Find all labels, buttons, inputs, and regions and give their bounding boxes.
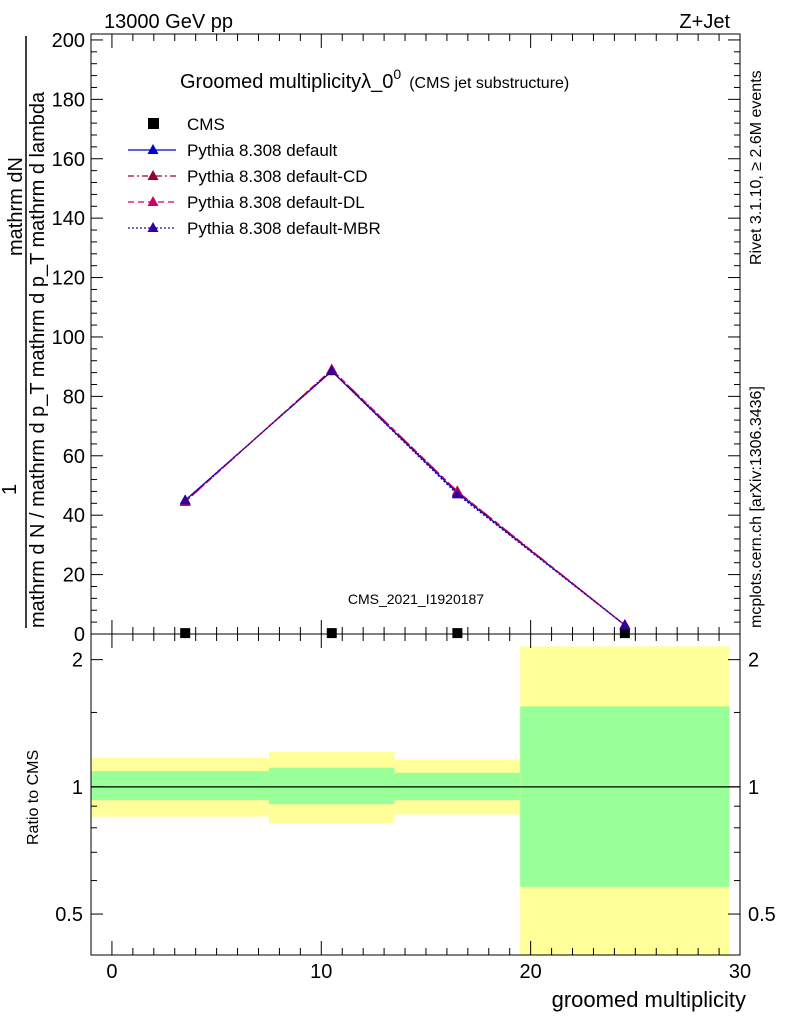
main-y-tick-label: 160 xyxy=(52,149,85,171)
ylabel-denominator: mathrm d N / mathrm d p_T mathrm d p_T m… xyxy=(27,91,49,628)
ratio-y-axis-label: Ratio to CMS xyxy=(25,750,42,845)
x-axis-label: groomed multiplicity xyxy=(552,987,746,1012)
main-y-tick-label: 20 xyxy=(63,565,85,587)
x-tick-label: 10 xyxy=(310,961,332,983)
series-line-2 xyxy=(184,368,626,626)
cms-data-marker xyxy=(452,628,463,639)
ratio-y-tick-label-right: 2 xyxy=(748,650,759,672)
main-plot-content xyxy=(179,363,631,639)
main-y-tick-label: 120 xyxy=(52,268,85,290)
legend-marker xyxy=(147,170,159,180)
main-y-tick-label: 180 xyxy=(52,89,85,111)
plot-title-main: Groomed multiplicityλ_0 xyxy=(180,71,393,93)
inner-uncertainty-band xyxy=(520,706,730,887)
ratio-y-tick-label-right: 0.5 xyxy=(748,904,776,926)
ratio-x-axis: 0 10 20 30 xyxy=(106,634,751,983)
ratio-y-tick-label: 1 xyxy=(72,777,83,799)
plot-title: Groomed multiplicityλ_00 (CMS jet substru… xyxy=(180,66,569,93)
legend-label: Pythia 8.308 default xyxy=(187,141,338,160)
rivet-label: Rivet 3.1.10, ≥ 2.6M events xyxy=(748,70,765,265)
x-tick-label: 0 xyxy=(106,961,117,983)
legend-marker xyxy=(147,196,159,206)
main-y-tick-label: 100 xyxy=(52,327,85,349)
main-y-tick-label: 40 xyxy=(63,505,85,527)
legend: CMS Pythia 8.308 default Pythia 8.308 defa… xyxy=(128,115,381,238)
legend-label: Pythia 8.308 default-DL xyxy=(187,193,365,212)
mcplots-label: mcplots.cern.ch [arXiv:1306.3436] xyxy=(748,386,765,628)
cms-data-marker xyxy=(326,628,337,639)
series-marker-4 xyxy=(179,494,191,505)
main-y-tick-label: 140 xyxy=(52,208,85,230)
cms-data-marker xyxy=(180,628,191,639)
energy-label: 13000 GeV pp xyxy=(104,11,233,33)
series-line-3 xyxy=(184,368,626,626)
ylabel-prefix: 1 xyxy=(0,484,21,495)
series-marker-4 xyxy=(619,619,631,630)
ratio-plot-content xyxy=(91,646,740,955)
cms-data-marker xyxy=(619,628,630,639)
plot-subtitle: (CMS jet substructure) xyxy=(409,75,569,92)
main-y-tick-label: 0 xyxy=(74,624,85,646)
ratio-y-axis: 0.5 0.5 1 1 2 2 xyxy=(55,650,776,956)
ratio-y-tick-label: 0.5 xyxy=(55,904,83,926)
x-tick-label: 20 xyxy=(520,961,542,983)
ratio-plot-panel: 0.5 0.5 1 1 2 2 0 10 20 30 xyxy=(55,633,776,983)
analysis-watermark: CMS_2021_I1920187 xyxy=(348,591,484,607)
main-x-ticks xyxy=(111,34,741,634)
series-marker-4 xyxy=(451,488,463,499)
legend-label: CMS xyxy=(187,115,225,134)
ylabel-numerator: mathrm dN xyxy=(5,157,27,256)
series-marker-4 xyxy=(326,365,338,376)
legend-label: Pythia 8.308 default-CD xyxy=(187,167,368,186)
series-line-1 xyxy=(184,370,626,626)
main-y-tick-label: 80 xyxy=(63,386,85,408)
legend-marker xyxy=(147,222,159,232)
inner-uncertainty-band xyxy=(91,771,269,801)
legend-marker-cms xyxy=(148,118,159,129)
main-y-tick-label: 200 xyxy=(52,30,85,52)
x-tick-label: 30 xyxy=(729,961,751,983)
ratio-y-tick-label-right: 1 xyxy=(748,777,759,799)
ratio-y-tick-label: 2 xyxy=(72,650,83,672)
process-label: Z+Jet xyxy=(679,11,730,33)
series-line-4 xyxy=(184,370,626,626)
plot-title-sup: 0 xyxy=(393,66,401,82)
inner-uncertainty-band xyxy=(268,767,395,805)
main-y-axis-label: mathrm dN 1 mathrm d N / mathrm d p_T ma… xyxy=(0,36,49,628)
legend-label: Pythia 8.308 default-MBR xyxy=(187,219,381,238)
ratio-plot-frame xyxy=(90,633,741,956)
legend-marker xyxy=(147,144,159,154)
main-y-tick-label: 60 xyxy=(63,446,85,468)
